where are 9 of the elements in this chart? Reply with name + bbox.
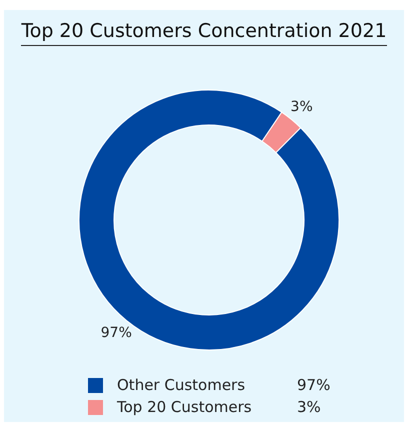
donut-slice <box>78 90 340 350</box>
data-label: 97% <box>100 324 132 341</box>
text: 97% <box>297 376 330 394</box>
text: 3% <box>297 398 321 416</box>
donut-slice <box>262 112 302 154</box>
legend-label: Top 20 Customers <box>117 398 253 416</box>
data-label: 3% <box>290 99 313 116</box>
legend-label: Other Customers <box>117 376 246 394</box>
chart-title: Top 20 Customers Concentration 2021 <box>21 20 387 46</box>
